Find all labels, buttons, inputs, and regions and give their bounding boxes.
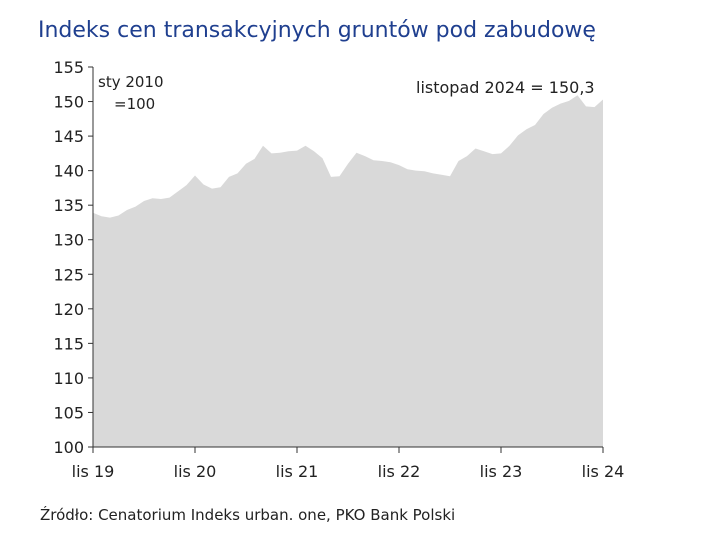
y-tick-label: 120 xyxy=(53,300,84,319)
x-axis-ticks: lis 19 lis 20 lis 21 lis 22 lis 23 lis 24 xyxy=(72,447,625,481)
y-tick-label: 130 xyxy=(53,231,84,250)
x-tick-label: lis 19 xyxy=(72,462,115,481)
y-tick-label: 125 xyxy=(53,265,84,284)
y-tick-label: 115 xyxy=(53,334,84,353)
chart-title: Indeks cen transakcyjnych gruntów pod za… xyxy=(38,18,596,43)
y-tick-label: 100 xyxy=(53,438,84,457)
x-tick-label: lis 20 xyxy=(174,462,217,481)
y-axis-ticks: 155 150 145 140 135 130 125 120 115 110 105 100 xyxy=(53,58,93,457)
x-tick-label: lis 22 xyxy=(378,462,421,481)
annotation-base-line1: sty 2010 xyxy=(98,73,164,91)
y-tick-label: 105 xyxy=(53,403,84,422)
y-tick-label: 155 xyxy=(53,58,84,77)
y-tick-label: 145 xyxy=(53,127,84,146)
annotation-last-value: listopad 2024 = 150,3 xyxy=(416,78,595,97)
y-tick-label: 150 xyxy=(53,93,84,112)
x-tick-label: lis 21 xyxy=(276,462,319,481)
y-tick-label: 135 xyxy=(53,196,84,215)
chart-canvas: 155 150 145 140 135 130 125 120 115 110 105 100 lis… xyxy=(53,58,625,481)
annotation-base-line2: =100 xyxy=(114,95,155,113)
y-tick-label: 110 xyxy=(53,369,84,388)
y-tick-label: 140 xyxy=(53,162,84,181)
x-tick-label: lis 24 xyxy=(582,462,625,481)
area-series xyxy=(93,95,603,448)
source-note: Źródło: Cenatorium Indeks urban. one, PK… xyxy=(40,506,456,524)
x-tick-label: lis 23 xyxy=(480,462,523,481)
